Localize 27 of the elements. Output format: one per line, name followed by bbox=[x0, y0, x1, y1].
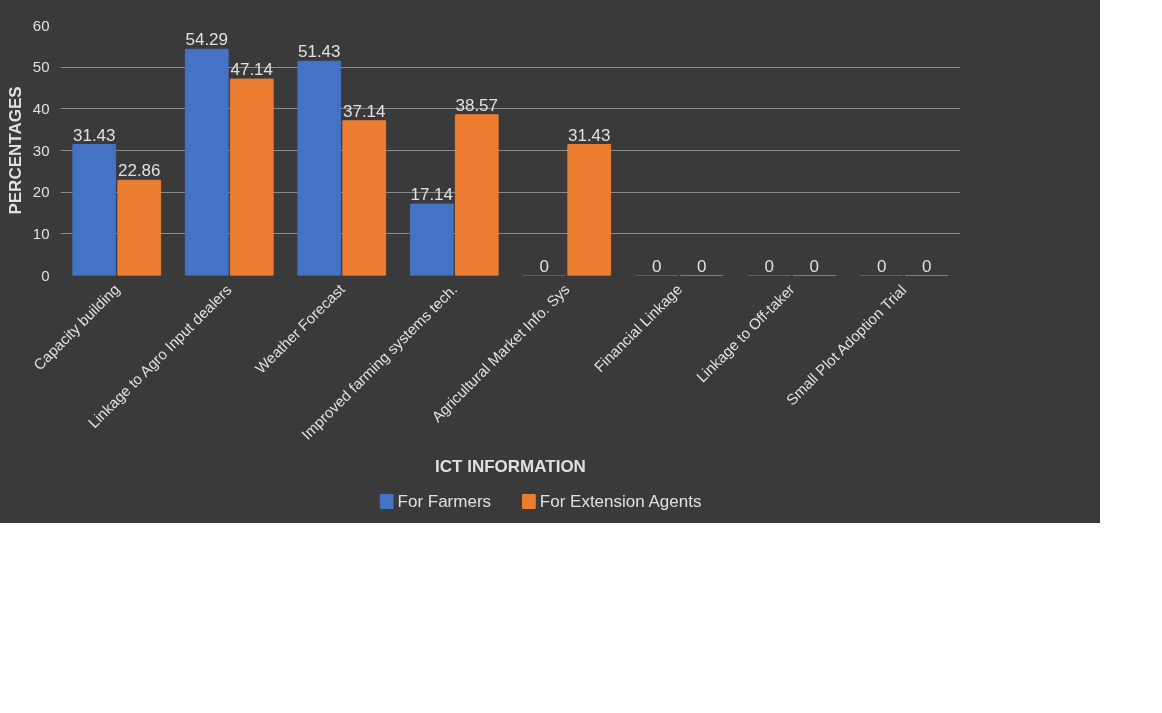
y-tick-label: 30 bbox=[32, 141, 50, 159]
data-label: 51.43 bbox=[297, 42, 341, 62]
data-label: 17.14 bbox=[410, 185, 454, 205]
data-label: 31.43 bbox=[72, 125, 116, 145]
x-axis-title: ICT INFORMATION bbox=[435, 456, 586, 476]
y-tick-label: 50 bbox=[32, 58, 50, 76]
data-label: 0 bbox=[697, 256, 707, 276]
data-label: 0 bbox=[652, 256, 662, 276]
data-label: 37.14 bbox=[342, 101, 386, 121]
data-label: 54.29 bbox=[185, 30, 229, 50]
y-tick-label: 20 bbox=[32, 183, 50, 201]
data-label: 22.86 bbox=[117, 161, 161, 181]
legend-label: For Farmers bbox=[397, 492, 492, 511]
data-label: 47.14 bbox=[230, 60, 274, 80]
y-axis-title: PERCENTAGES bbox=[5, 86, 25, 215]
data-label: 0 bbox=[809, 256, 819, 276]
y-tick-label: 0 bbox=[41, 266, 50, 284]
data-label: 0 bbox=[764, 256, 774, 276]
y-tick-label: 10 bbox=[32, 224, 50, 242]
data-label: 38.57 bbox=[455, 95, 499, 115]
data-label: 0 bbox=[539, 256, 549, 276]
y-tick-label: 60 bbox=[32, 16, 50, 34]
legend-label: For Extension Agents bbox=[539, 492, 702, 511]
data-label: 31.43 bbox=[567, 125, 611, 145]
data-label: 0 bbox=[922, 256, 932, 276]
data-label: 0 bbox=[877, 256, 887, 276]
y-tick-label: 40 bbox=[32, 99, 50, 117]
